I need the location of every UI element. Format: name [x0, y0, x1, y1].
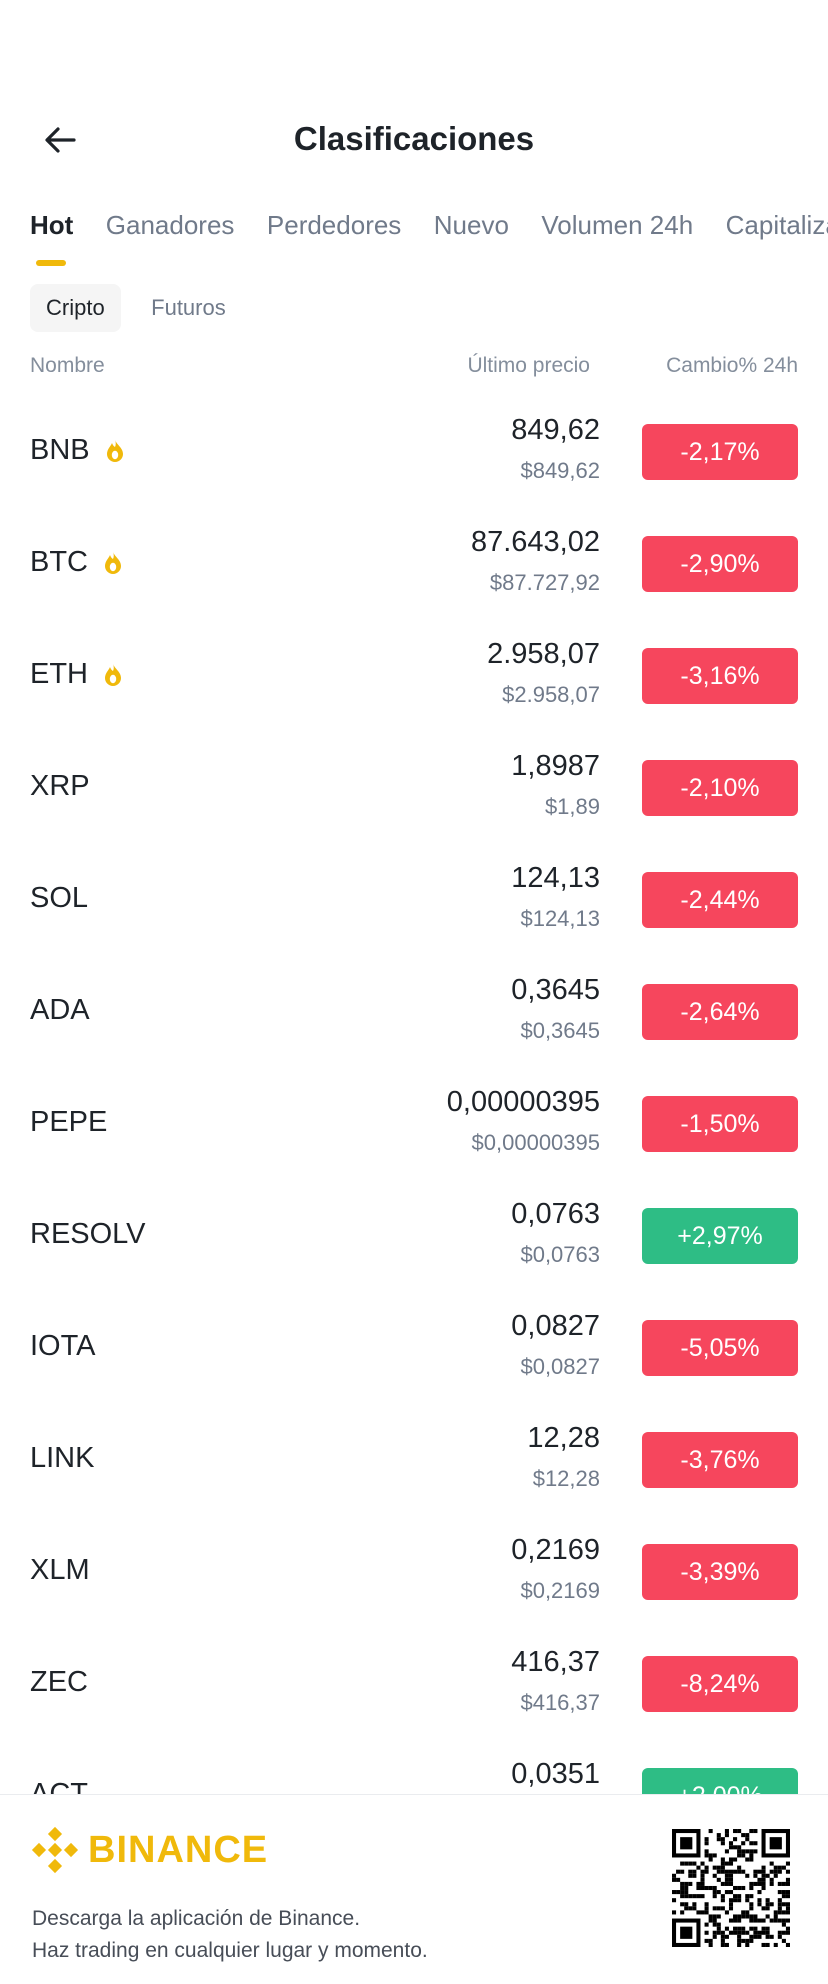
header: Clasificaciones	[0, 110, 828, 170]
coin-row-xlm[interactable]: XLM 0,2169 $0,2169 -3,39%	[0, 1516, 828, 1628]
coin-symbol: BNB	[30, 434, 90, 466]
last-price: 1,8987	[511, 750, 600, 782]
coin-symbol: RESOLV	[30, 1218, 146, 1250]
usd-price: $416,37	[520, 1690, 600, 1715]
hot-flame-icon	[105, 551, 121, 574]
column-header-change[interactable]: Cambio% 24h	[666, 354, 798, 377]
hot-flame-icon	[105, 663, 121, 686]
usd-price: $0,0763	[520, 1242, 600, 1267]
last-price: 0,0827	[511, 1310, 600, 1342]
coin-row-pepe[interactable]: PEPE 0,00000395 $0,00000395 -1,50%	[0, 1068, 828, 1180]
usd-price: $0,2169	[520, 1578, 600, 1603]
last-price: 12,28	[527, 1422, 600, 1454]
tab-capitalizacion[interactable]: Capitalización	[725, 210, 828, 240]
tab-nuevo[interactable]: Nuevo	[433, 210, 509, 240]
change-badge[interactable]: -2,44%	[642, 872, 798, 928]
subtab-futuros[interactable]: Futuros	[151, 295, 226, 320]
coin-row-btc[interactable]: BTC 87.643,02 $87.727,92 -2,90%	[0, 508, 828, 620]
coin-symbol: ETH	[30, 658, 88, 690]
column-header-price[interactable]: Último precio	[467, 354, 590, 377]
coin-row-sol[interactable]: SOL 124,13 $124,13 -2,44%	[0, 844, 828, 956]
last-price: 849,62	[511, 414, 600, 446]
download-tagline: Descarga la aplicación de Binance. Haz t…	[32, 1903, 428, 1967]
change-badge[interactable]: -3,39%	[642, 1544, 798, 1600]
coin-row-bnb[interactable]: BNB 849,62 $849,62 -2,17%	[0, 396, 828, 508]
page-title: Clasificaciones	[293, 120, 535, 157]
change-badge[interactable]: -2,17%	[642, 424, 798, 480]
coin-row-iota[interactable]: IOTA 0,0827 $0,0827 -5,05%	[0, 1292, 828, 1404]
coin-symbol: ZEC	[30, 1666, 88, 1698]
last-price: 87.643,02	[470, 526, 600, 558]
coin-row-act[interactable]: ACT 0,0351 +2,00%	[0, 1740, 828, 1794]
usd-price: $849,62	[520, 458, 600, 483]
coin-symbol: XLM	[30, 1554, 90, 1586]
coin-symbol: PEPE	[30, 1106, 108, 1138]
arrow-left-icon	[45, 127, 76, 153]
change-badge[interactable]: -3,76%	[642, 1432, 798, 1488]
last-price: 0,2169	[511, 1534, 600, 1566]
hot-flame-icon	[106, 439, 123, 462]
coin-row-xrp[interactable]: XRP 1,8987 $1,89 -2,10%	[0, 732, 828, 844]
qr-code-icon[interactable]	[672, 1829, 790, 1947]
change-badge[interactable]: +2,97%	[642, 1208, 798, 1264]
usd-price: $0,0827	[520, 1354, 600, 1379]
coin-row-link[interactable]: LINK 12,28 $12,28 -3,76%	[0, 1404, 828, 1516]
coin-symbol: SOL	[30, 882, 89, 914]
coin-row-eth[interactable]: ETH 2.958,07 $2.958,07 -3,16%	[0, 620, 828, 732]
coin-symbol: BTC	[30, 546, 88, 578]
coin-row-ada[interactable]: ADA 0,3645 $0,3645 -2,64%	[0, 956, 828, 1068]
binance-logo-icon	[31, 1826, 79, 1874]
change-badge[interactable]: -5,05%	[642, 1320, 798, 1376]
coin-symbol: ACT	[30, 1778, 88, 1794]
tab-volumen-24h[interactable]: Volumen 24h	[541, 210, 694, 240]
market-subtabs: Cripto Futuros	[30, 284, 252, 332]
usd-price: $124,13	[520, 906, 600, 931]
download-banner: BINANCE Descarga la aplicación de Binanc…	[0, 1794, 828, 1984]
tab-ganadores[interactable]: Ganadores	[105, 210, 235, 240]
tagline-line-1: Descarga la aplicación de Binance.	[32, 1907, 361, 1930]
coin-symbol: XRP	[30, 770, 90, 802]
usd-price: $0,00000395	[471, 1130, 600, 1155]
brand[interactable]: BINANCE	[30, 1825, 268, 1875]
change-badge[interactable]: -8,24%	[642, 1656, 798, 1712]
last-price: 124,13	[511, 862, 600, 894]
usd-price: $1,89	[544, 794, 600, 819]
usd-price: $87.727,92	[489, 570, 600, 595]
coin-row-zec[interactable]: ZEC 416,37 $416,37 -8,24%	[0, 1628, 828, 1740]
change-badge[interactable]: -2,10%	[642, 760, 798, 816]
last-price: 2.958,07	[487, 638, 600, 670]
change-badge[interactable]: +2,00%	[642, 1768, 798, 1794]
column-header-name[interactable]: Nombre	[30, 354, 105, 377]
last-price: 0,00000395	[446, 1086, 600, 1118]
coin-symbol: ADA	[30, 994, 90, 1026]
last-price: 0,0351	[511, 1758, 600, 1790]
change-badge[interactable]: -3,16%	[642, 648, 798, 704]
ranking-tabs: Hot Ganadores Perdedores Nuevo Volumen 2…	[30, 210, 828, 270]
tab-hot[interactable]: Hot	[30, 210, 73, 270]
back-button[interactable]	[38, 120, 82, 160]
coin-row-resolv[interactable]: RESOLV 0,0763 $0,0763 +2,97%	[0, 1180, 828, 1292]
coin-list: BNB 849,62 $849,62 -2,17% BTC 87.643,02 $87.72…	[0, 396, 828, 1794]
change-badge[interactable]: -1,50%	[642, 1096, 798, 1152]
last-price: 0,0763	[511, 1198, 600, 1230]
subtab-cripto[interactable]: Cripto	[30, 284, 121, 332]
brand-name: BINANCE	[88, 1828, 269, 1871]
coin-symbol: IOTA	[30, 1330, 96, 1362]
tagline-line-2: Haz trading en cualquier lugar y momento…	[32, 1939, 428, 1962]
tab-perdedores[interactable]: Perdedores	[266, 210, 402, 240]
usd-price: $2.958,07	[502, 682, 600, 707]
column-headers: Nombre Último precio Cambio% 24h	[30, 354, 798, 384]
last-price: 416,37	[511, 1646, 600, 1678]
coin-symbol: LINK	[30, 1442, 95, 1474]
change-badge[interactable]: -2,90%	[642, 536, 798, 592]
usd-price: $0,3645	[520, 1018, 600, 1043]
change-badge[interactable]: -2,64%	[642, 984, 798, 1040]
usd-price: $12,28	[532, 1466, 600, 1491]
last-price: 0,3645	[511, 974, 600, 1006]
